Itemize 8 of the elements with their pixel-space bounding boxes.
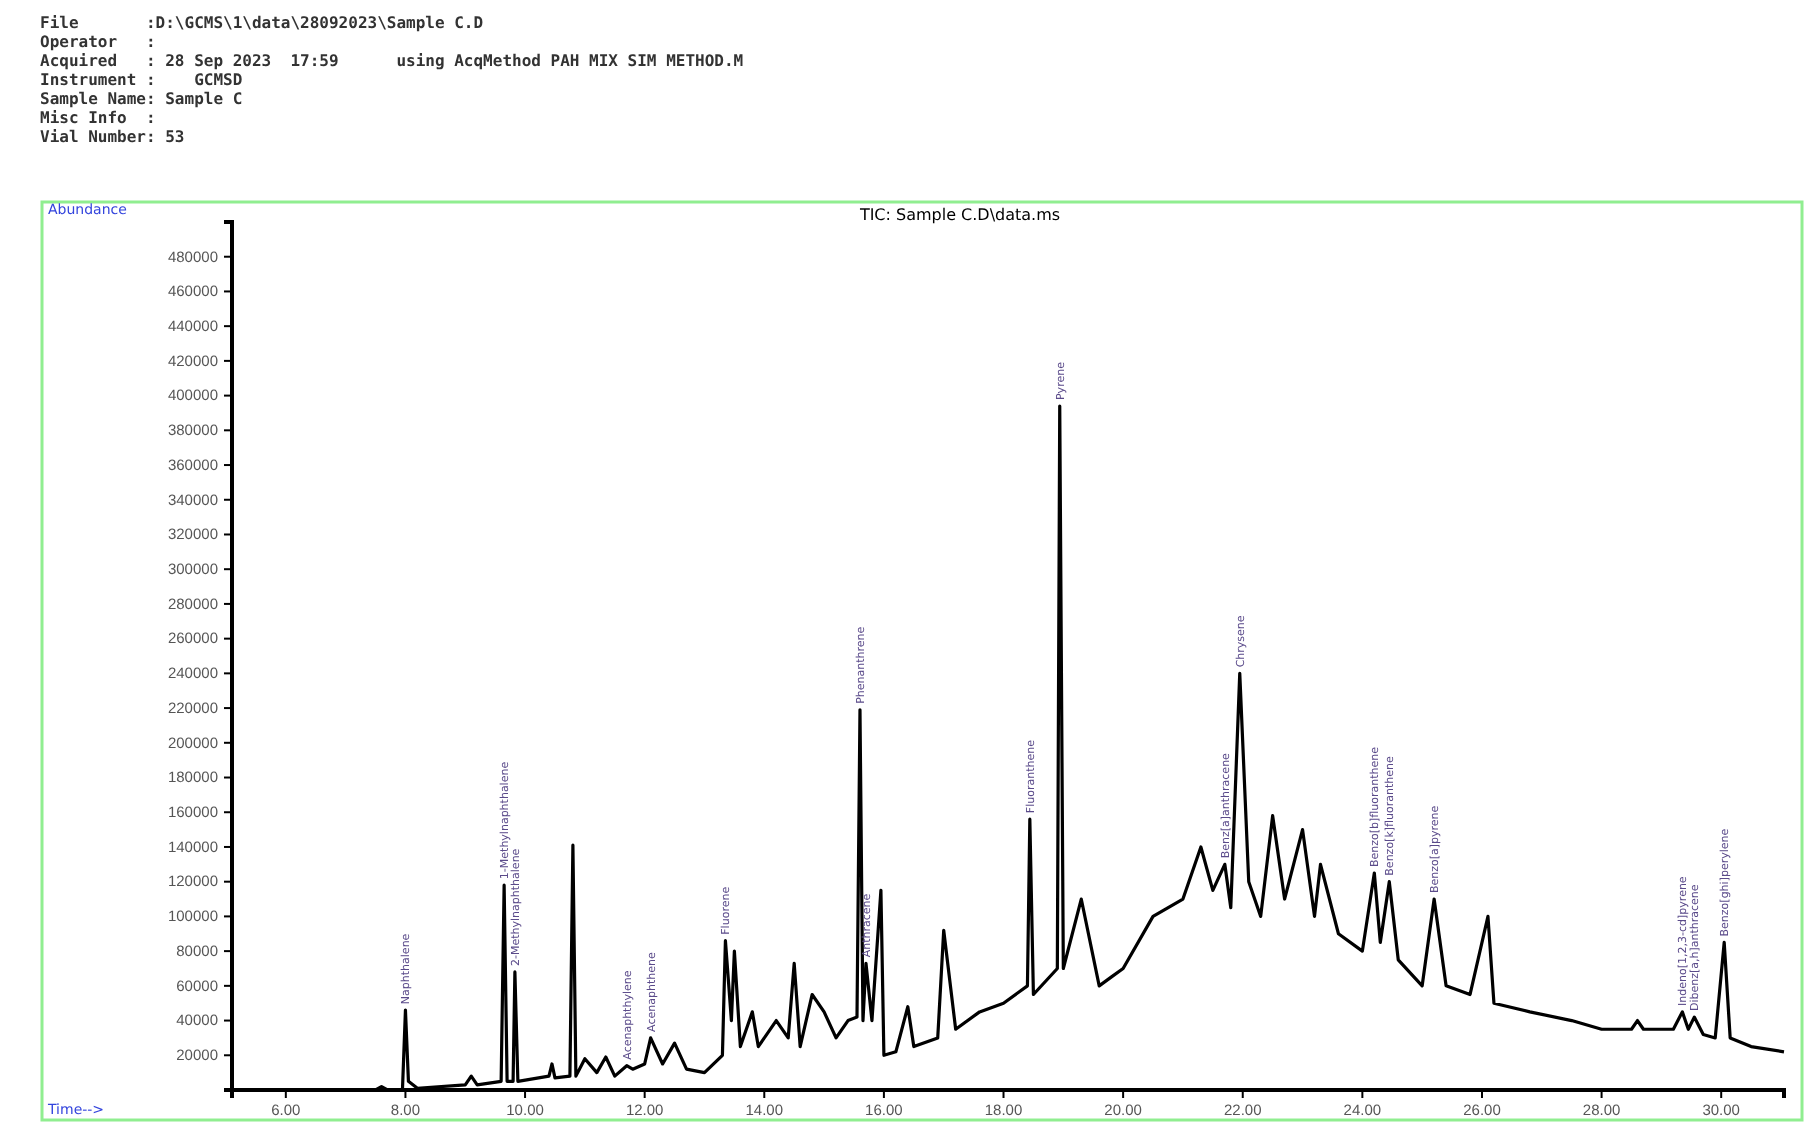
text: Acquired : 28 Sep 2023 17:59 using AcqMethod PAH MIX SIM METHOD.M	[40, 52, 744, 70]
text: Misc Info :	[40, 109, 156, 127]
chart-title: TIC: Sample C.D\data.ms	[857, 206, 1061, 224]
text: Instrument : GCMSD	[40, 71, 243, 89]
text: Sample Name: Sample C	[40, 90, 243, 108]
text: File :D:\GCMS\1\data\28092023\Sample C.D	[40, 14, 484, 32]
text: Vial Number: 53	[40, 128, 185, 146]
text: Operator :	[40, 33, 156, 51]
